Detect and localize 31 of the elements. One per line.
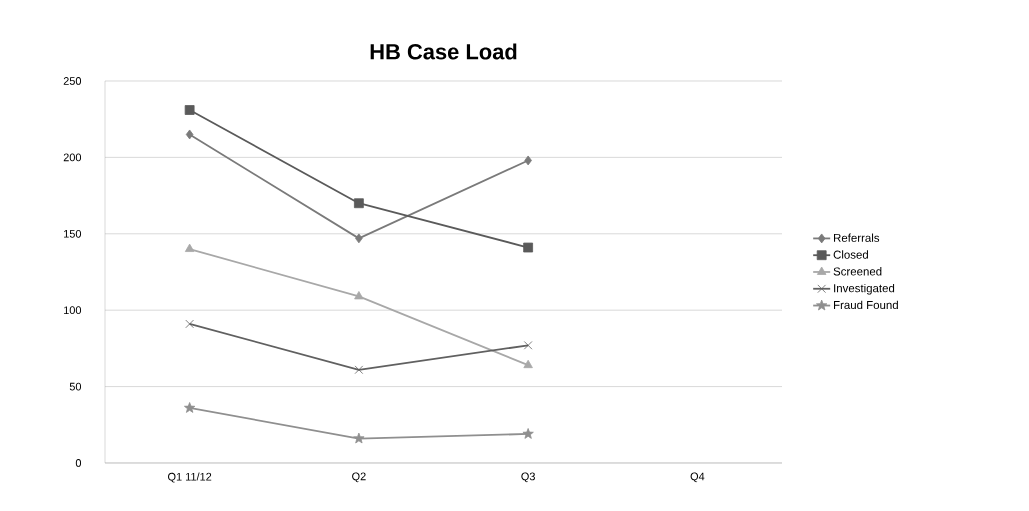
y-tick-label: 0 — [75, 459, 82, 467]
legend-label: Screened — [833, 267, 882, 276]
point — [184, 402, 196, 413]
x-tick-label: Q3 — [521, 472, 535, 483]
point — [524, 155, 532, 166]
y-tick-label: 250 — [63, 77, 82, 85]
point — [353, 432, 365, 444]
x-tick-label: Q2 — [352, 472, 366, 483]
x-tick-label: Q1 11/12 — [168, 472, 212, 483]
y-tick-label: 50 — [69, 382, 82, 391]
y-tick-label: 100 — [64, 306, 82, 315]
x-tick-label: Q4 — [690, 472, 705, 483]
point — [523, 359, 533, 369]
point — [354, 365, 364, 375]
point — [522, 428, 534, 439]
legend-label: Investigated — [834, 283, 895, 295]
legend-label: Closed — [833, 250, 868, 259]
point — [354, 291, 364, 300]
point — [523, 242, 534, 253]
y-tick-label: 150 — [64, 229, 82, 238]
y-tick-label: 200 — [63, 153, 82, 162]
legend-label: Referrals — [834, 233, 880, 242]
point — [185, 319, 194, 329]
point — [184, 243, 195, 252]
legend-label: Fraud Found — [834, 300, 898, 310]
point — [523, 341, 533, 350]
point — [354, 198, 364, 209]
chart-title: HB Case Load — [370, 43, 517, 60]
point — [355, 233, 363, 244]
point — [184, 105, 195, 115]
point — [185, 129, 194, 140]
